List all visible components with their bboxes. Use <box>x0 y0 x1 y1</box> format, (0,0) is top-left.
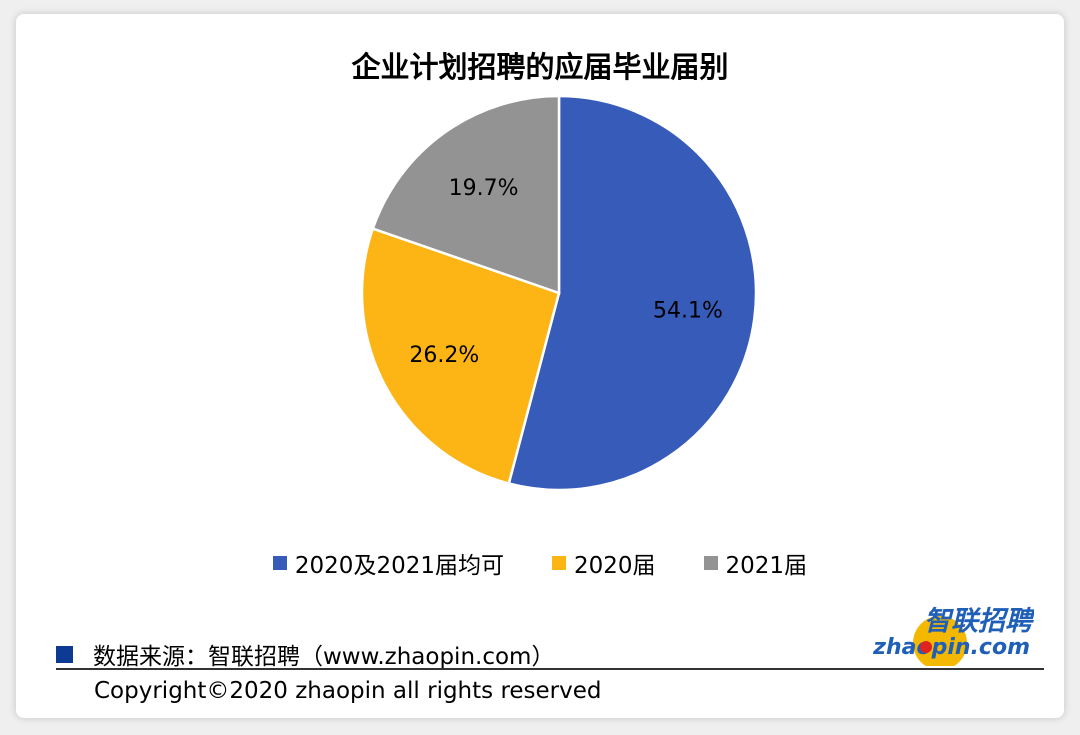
pie-slice <box>507 94 758 492</box>
source-text: 数据来源：智联招聘（www.zhaopin.com） <box>93 644 555 670</box>
legend: 2020及2021届均可 2020届 2021届 <box>16 546 1064 580</box>
pie-slice <box>360 227 561 486</box>
copyright-text: Copyright©2020 zhaopin all rights reserv… <box>94 678 602 704</box>
legend-swatch <box>551 556 566 570</box>
legend-item-both: 2020及2021届均可 <box>272 546 504 580</box>
legend-swatch <box>703 556 718 570</box>
legend-item-2021: 2021届 <box>703 546 808 580</box>
pie-chart: 54.1% 26.2% 19.7% <box>360 94 758 492</box>
source-square-icon <box>56 645 73 663</box>
data-source: 数据来源：智联招聘（www.zhaopin.com） <box>56 637 554 671</box>
legend-swatch <box>272 556 287 570</box>
logo-en-text: zhaopin.com <box>872 635 1030 660</box>
chart-title: 企业计划招聘的应届毕业届别 <box>351 50 729 84</box>
legend-label: 2020及2021届均可 <box>294 553 504 579</box>
footer-divider <box>56 668 1044 670</box>
zhaopin-logo: 智联招聘 zhaopin.com <box>872 606 1034 666</box>
pie-slice-label: 19.7% <box>449 176 519 201</box>
logo-red-dot-icon <box>920 641 932 653</box>
legend-item-2020: 2020届 <box>551 546 656 580</box>
logo-cn-text: 智联招聘 <box>924 606 1034 637</box>
pie-slice-label: 54.1% <box>653 299 723 324</box>
logo-yellow-circle-icon <box>913 616 967 666</box>
legend-label: 2020届 <box>573 553 656 579</box>
pie-slice-label: 26.2% <box>409 343 479 368</box>
legend-label: 2021届 <box>725 553 808 579</box>
pie-slice <box>371 94 561 295</box>
chart-card: 企业计划招聘的应届毕业届别 54.1% 26.2% 19.7% 2020及2021届… <box>16 14 1064 718</box>
